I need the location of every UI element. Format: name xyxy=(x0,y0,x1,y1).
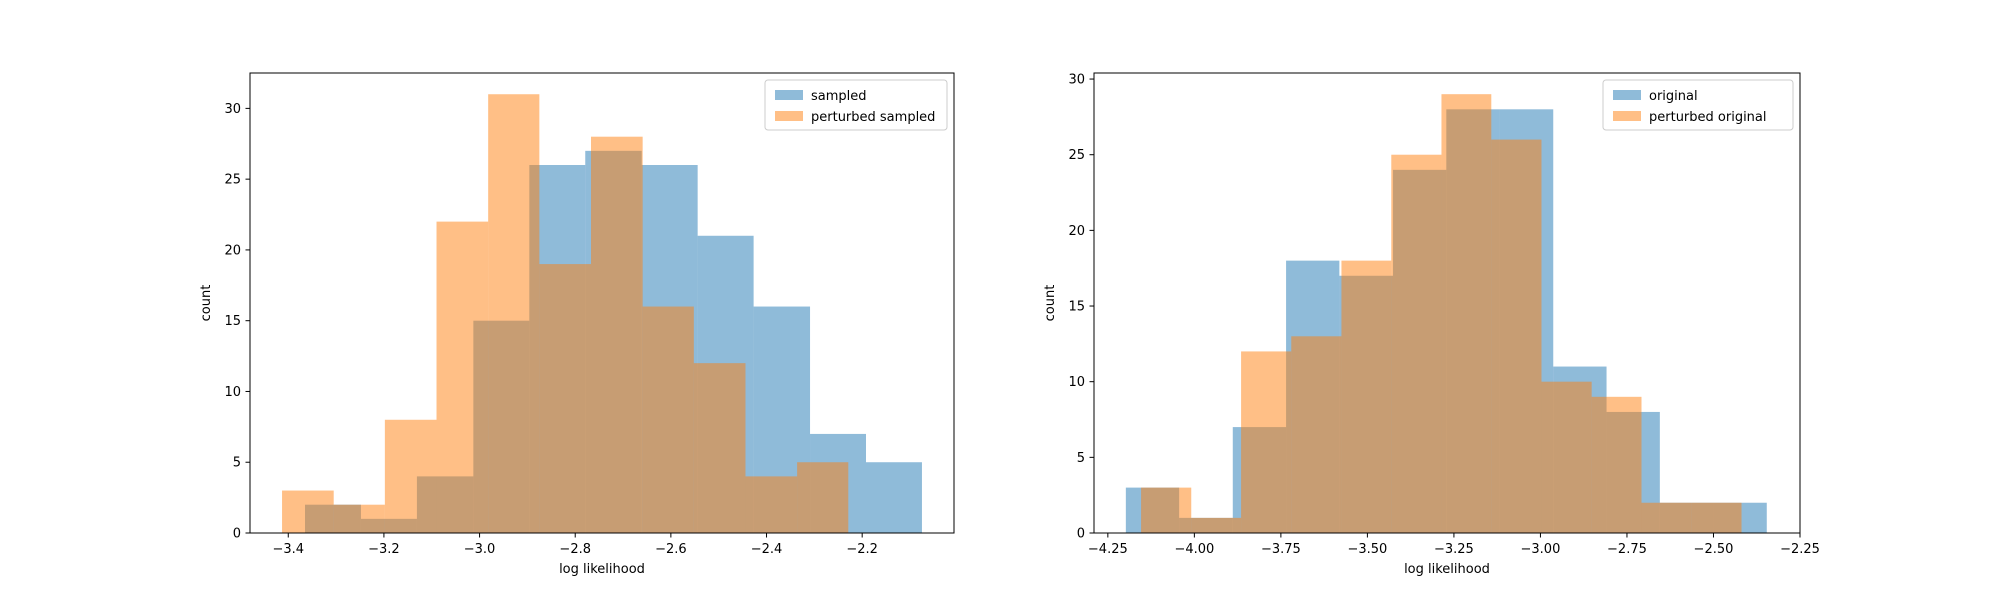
histogram-bar xyxy=(1591,396,1642,533)
y-tick-label: 20 xyxy=(224,243,241,258)
x-tick-label: −3.50 xyxy=(1347,542,1387,557)
x-tick-label: −3.25 xyxy=(1434,542,1474,557)
x-tick-label: −2.25 xyxy=(1780,542,1820,557)
y-tick-label: 15 xyxy=(224,314,241,329)
histogram-bar xyxy=(333,504,385,533)
x-tick-label: −2.75 xyxy=(1607,542,1647,557)
histogram-bar xyxy=(693,363,746,533)
x-tick-label: −4.00 xyxy=(1174,542,1214,557)
x-axis-label: log likelihood xyxy=(559,562,645,577)
legend-label: perturbed original xyxy=(1649,110,1767,125)
x-tick-label: −3.0 xyxy=(464,542,496,557)
x-axis-label: log likelihood xyxy=(1404,562,1490,577)
legend-swatch xyxy=(1613,111,1641,121)
y-tick-label: 5 xyxy=(1077,451,1085,466)
histogram-bar xyxy=(1241,351,1292,533)
histogram-bar xyxy=(436,221,489,533)
x-tick-label: −2.6 xyxy=(655,542,687,557)
histogram-bar xyxy=(539,264,591,533)
y-tick-label: 30 xyxy=(1068,73,1085,88)
histogram-bar xyxy=(745,476,798,533)
y-tick-label: 30 xyxy=(224,102,241,117)
histogram-bar xyxy=(866,462,922,533)
histogram-bar xyxy=(1541,381,1592,533)
legend: original perturbed original xyxy=(1602,79,1794,131)
y-axis-label: count xyxy=(1043,285,1058,322)
x-tick-label: −3.75 xyxy=(1261,542,1301,557)
y-tick-label: 0 xyxy=(1077,527,1085,542)
histogram-bar xyxy=(1291,336,1342,533)
x-tick-label: −2.50 xyxy=(1694,542,1734,557)
y-axis-label: count xyxy=(199,285,214,322)
y-tick-label: 20 xyxy=(1068,224,1085,239)
histogram-bar xyxy=(1191,517,1242,533)
legend-swatch xyxy=(775,111,803,121)
legend-label: original xyxy=(1649,89,1698,104)
histogram-bar xyxy=(488,94,540,533)
axes-frame xyxy=(1093,72,1801,534)
x-tick-label: −2.4 xyxy=(751,542,783,557)
x-tick-label: −2.8 xyxy=(559,542,591,557)
x-tick-label: −3.00 xyxy=(1521,542,1561,557)
chart: −4.25 −4.00 −3.75 −3.50 −3.25 −3.00 −2.75 −2.50… xyxy=(1043,72,1820,577)
histogram-bar xyxy=(384,419,437,533)
x-tick-label: −2.2 xyxy=(846,542,878,557)
y-tick-label: 15 xyxy=(1068,300,1085,315)
legend-box xyxy=(1602,79,1794,131)
histogram-bar xyxy=(1341,260,1392,533)
legend-swatch xyxy=(775,90,803,100)
legend-swatch xyxy=(1613,90,1641,100)
histogram-bar xyxy=(1141,487,1192,533)
legend: sampled perturbed sampled xyxy=(764,79,948,131)
y-tick-label: 10 xyxy=(224,385,241,400)
histogram-bar xyxy=(1641,502,1692,533)
histogram-bar xyxy=(797,462,849,533)
axes-frame xyxy=(249,72,955,534)
histogram-bar xyxy=(282,490,334,533)
legend-box xyxy=(764,79,948,131)
legend-label: perturbed sampled xyxy=(811,110,935,125)
histogram-bar xyxy=(1391,154,1442,534)
y-tick-label: 10 xyxy=(1068,375,1085,390)
histogram-bar xyxy=(1441,94,1492,534)
histogram-bar xyxy=(591,136,643,533)
x-tick-label: −4.25 xyxy=(1088,542,1128,557)
x-tick-label: −3.4 xyxy=(272,542,304,557)
chart: −3.4 −3.2 −3.0 −2.8 −2.6 −2.4 −2.2 0 5 10 15 20 25 30… xyxy=(199,72,955,577)
y-tick-label: 25 xyxy=(1068,148,1085,163)
histogram-bar xyxy=(1691,502,1742,533)
y-tick-label: 0 xyxy=(233,527,241,542)
x-tick-label: −3.2 xyxy=(368,542,400,557)
y-tick-label: 5 xyxy=(233,456,241,471)
y-tick-label: 25 xyxy=(224,173,241,188)
histogram-bar xyxy=(1491,139,1542,533)
histogram-bar xyxy=(642,306,694,533)
legend-label: sampled xyxy=(811,89,867,104)
